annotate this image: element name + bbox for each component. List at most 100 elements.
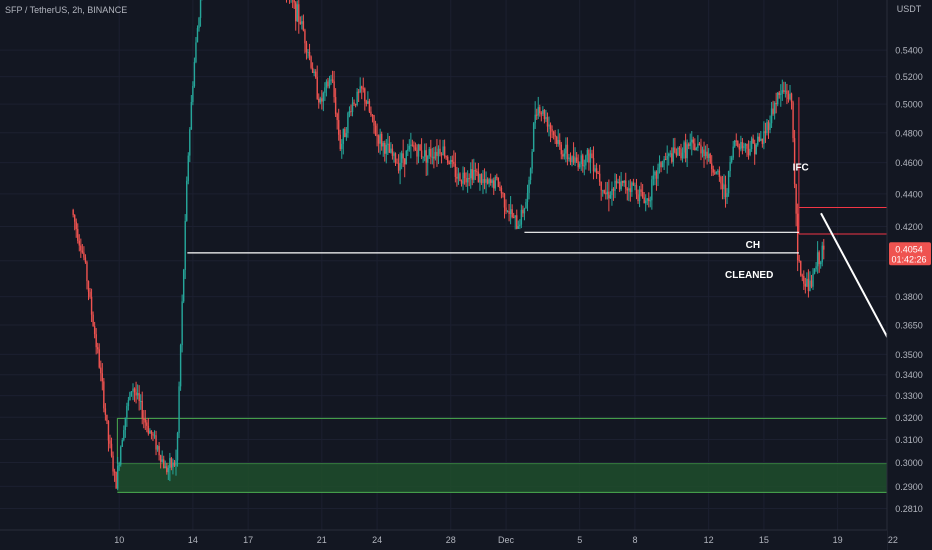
candle-body bbox=[605, 193, 607, 195]
candle-body bbox=[150, 430, 153, 434]
candle-body bbox=[511, 209, 513, 218]
candle-body bbox=[92, 314, 94, 327]
candle-body bbox=[133, 388, 136, 393]
candle-body bbox=[528, 179, 530, 193]
candle-body bbox=[473, 170, 475, 180]
candle-body bbox=[560, 144, 562, 155]
price-axis[interactable] bbox=[887, 0, 932, 550]
candle-body bbox=[623, 180, 625, 183]
candle-body bbox=[348, 110, 351, 114]
candle-body bbox=[427, 155, 429, 163]
candle-body bbox=[537, 107, 539, 116]
candle-body bbox=[787, 94, 790, 100]
candle-body bbox=[588, 149, 590, 163]
candle-body bbox=[735, 140, 737, 142]
candle-body bbox=[738, 146, 741, 150]
candle-body bbox=[84, 257, 87, 263]
candle-body bbox=[379, 133, 381, 144]
candle-body bbox=[595, 168, 598, 174]
candle-body bbox=[113, 471, 116, 473]
candle-body bbox=[740, 142, 742, 150]
candle-body bbox=[365, 101, 368, 104]
y-tick-label: 0.2900 bbox=[895, 482, 923, 492]
candle-body bbox=[493, 180, 495, 189]
candle-body bbox=[516, 215, 518, 229]
candle-body bbox=[784, 90, 787, 92]
candle-body bbox=[124, 417, 127, 431]
candle-body bbox=[310, 56, 312, 68]
candle-body bbox=[526, 192, 529, 203]
candle-body bbox=[414, 147, 417, 150]
candle-body bbox=[359, 86, 361, 92]
candle-body bbox=[721, 183, 724, 190]
candle-body bbox=[569, 157, 572, 163]
candle-body bbox=[626, 188, 628, 191]
candle-body bbox=[760, 138, 762, 141]
time-axis[interactable] bbox=[0, 530, 887, 550]
candle-body bbox=[344, 128, 346, 138]
x-tick-label: 21 bbox=[317, 535, 327, 545]
candle-body bbox=[649, 200, 652, 202]
candle-body bbox=[519, 224, 521, 227]
candle-body bbox=[790, 93, 793, 103]
candle-body bbox=[115, 472, 117, 489]
candle-body bbox=[749, 149, 751, 155]
candle-body bbox=[417, 144, 420, 157]
candle-body bbox=[479, 174, 481, 183]
candle-body bbox=[821, 245, 823, 263]
candle-body bbox=[548, 124, 550, 127]
candle-body bbox=[98, 349, 100, 368]
candle-body bbox=[81, 250, 84, 253]
candle-body bbox=[322, 92, 325, 102]
candle-body bbox=[714, 172, 716, 174]
candle-body bbox=[753, 143, 756, 155]
candle-body bbox=[293, 0, 295, 3]
symbol-title: SFP / TetherUS, 2h, BINANCE bbox=[5, 5, 127, 15]
x-tick-label: 12 bbox=[704, 535, 714, 545]
candle-body bbox=[152, 433, 154, 436]
candle-body bbox=[195, 42, 197, 63]
candle-body bbox=[677, 147, 679, 156]
candle-body bbox=[508, 211, 510, 214]
candle-body bbox=[615, 180, 618, 184]
candle-body bbox=[462, 172, 464, 184]
candle-body bbox=[795, 184, 797, 214]
candle-body bbox=[711, 163, 713, 170]
candle-body bbox=[316, 77, 318, 99]
candle-body bbox=[89, 291, 91, 297]
current-price-tag bbox=[889, 242, 931, 266]
candle-body bbox=[747, 148, 750, 155]
candle-body bbox=[617, 182, 619, 184]
candle-body bbox=[97, 347, 99, 350]
candle-body bbox=[823, 245, 825, 250]
candle-body bbox=[410, 144, 412, 146]
candle-body bbox=[734, 140, 736, 147]
candle-body bbox=[664, 159, 667, 161]
candle-body bbox=[681, 152, 684, 159]
candle-body bbox=[660, 162, 662, 167]
candle-body bbox=[752, 138, 754, 144]
candle-body bbox=[184, 220, 186, 270]
candle-body bbox=[419, 144, 421, 151]
candle-body bbox=[783, 90, 785, 92]
candle-body bbox=[562, 154, 564, 157]
candle-body bbox=[428, 148, 430, 156]
candle-body bbox=[634, 185, 636, 187]
candle-body bbox=[163, 459, 165, 469]
candle-body bbox=[514, 215, 516, 218]
candle-body bbox=[357, 91, 360, 93]
candle-body bbox=[813, 269, 816, 274]
candle-body bbox=[520, 209, 523, 225]
candle-body bbox=[442, 146, 444, 155]
candle-body bbox=[305, 43, 308, 53]
candle-body bbox=[390, 148, 392, 153]
candle-body bbox=[176, 432, 179, 461]
candle-body bbox=[657, 167, 659, 179]
candle-body bbox=[443, 146, 446, 157]
candle-body bbox=[574, 157, 576, 163]
candle-body bbox=[536, 114, 538, 116]
candle-body bbox=[669, 153, 671, 155]
candle-body bbox=[700, 145, 702, 154]
